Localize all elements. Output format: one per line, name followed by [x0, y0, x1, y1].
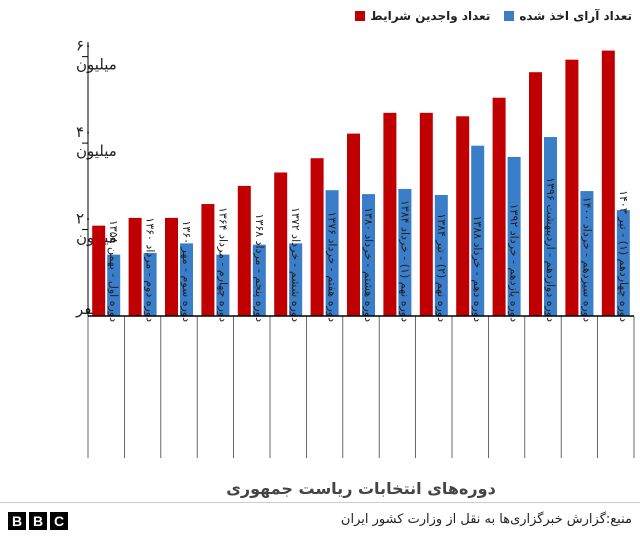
- x-tick-label: دوره اول - بهمن ۱۳۵۸: [107, 220, 120, 322]
- bar-votes: [216, 254, 230, 316]
- footer-divider: [0, 502, 640, 503]
- x-tick-label: دوره یازدهم - خرداد ۱۳۹۲: [508, 204, 521, 322]
- bar-eligible: [565, 59, 579, 317]
- bar-eligible: [237, 185, 251, 316]
- x-tick-label: دوره چهارم - مرداد ۱۳۶۴: [216, 207, 229, 322]
- bar-votes: [616, 210, 630, 316]
- bar-eligible: [347, 133, 360, 316]
- bar-votes: [143, 252, 157, 316]
- bbc-logo-letter: B: [29, 512, 47, 530]
- legend-item-eligible: تعداد واجدین شرایط: [355, 9, 490, 23]
- x-tick-label: دوره دهم - خرداد ۱۳۸۸: [471, 215, 484, 322]
- bar-votes: [434, 194, 448, 316]
- x-tick-label: دوره دوم - مرداد ۱۳۶۰: [144, 217, 157, 322]
- y-tick-label: ۶۰ میلیون: [76, 37, 117, 74]
- bar-eligible: [456, 116, 470, 316]
- bar-votes: [289, 243, 303, 316]
- legend-swatch-votes: [504, 11, 515, 21]
- bar-eligible: [274, 172, 288, 316]
- bar-eligible: [201, 204, 215, 316]
- x-tick-label: دوره هفتم - خرداد ۱۳۷۶: [326, 211, 339, 322]
- source-note: منبع:گزارش خبرگزاری‌ها به نقل از وزارت ک…: [340, 512, 632, 527]
- x-tick-label: دوره نهم (۲) - تیر ۱۳۸۴: [435, 213, 448, 322]
- bar-eligible: [128, 217, 142, 316]
- bar-votes: [325, 190, 339, 316]
- bar-chart: صفر۲۰میلیون۴۰میلیون۶۰میلیوندوره اول - به…: [75, 37, 635, 498]
- bar-votes: [544, 137, 557, 316]
- y-tick-label: ۴۰ میلیون: [76, 123, 117, 160]
- x-tick-label: دوره دوازدهم - اردیبهشت ۱۳۹۶: [544, 177, 557, 322]
- bar-votes: [580, 191, 594, 316]
- bar-eligible: [383, 112, 397, 316]
- bar-eligible: [492, 97, 506, 316]
- bar-eligible: [529, 72, 542, 316]
- bar-votes: [362, 194, 375, 316]
- bbc-logo-letter: B: [8, 512, 26, 530]
- bar-votes: [107, 254, 121, 316]
- x-tick-label: دوره پنجم - مرداد ۱۳۶۸: [253, 214, 266, 323]
- bar-eligible: [419, 112, 433, 316]
- x-tick-label: دوره نهم (۱) - خرداد ۱۳۸۴: [398, 200, 411, 322]
- bar-votes: [180, 243, 193, 316]
- x-tick-label: دوره سوم - مهر ۱۳۶۰: [180, 220, 193, 322]
- bbc-logo-letter: C: [50, 512, 68, 530]
- bar-eligible: [92, 225, 106, 316]
- legend-label-votes: تعداد آرای اخذ شده: [519, 9, 632, 23]
- bar-votes: [252, 244, 266, 316]
- x-tick-label: دوره ششم - خرداد ۱۳۷۲: [289, 207, 302, 322]
- bar-votes: [471, 145, 485, 316]
- bar-eligible: [165, 217, 178, 316]
- legend-item-votes: تعداد آرای اخذ شده: [504, 9, 632, 23]
- bbc-logo: B B C: [8, 512, 68, 530]
- x-tick-label: دوره چهاردهم (۱) - تیر ۱۴۰۳: [617, 190, 630, 322]
- legend-label-eligible: تعداد واجدین شرایط: [370, 9, 491, 23]
- x-axis-title: دوره‌های انتخابات ریاست جمهوری: [226, 479, 496, 498]
- bar-votes: [507, 156, 521, 316]
- bar-eligible: [310, 158, 324, 316]
- bar-votes: [398, 188, 412, 316]
- legend-swatch-eligible: [355, 11, 366, 21]
- bar-eligible: [601, 50, 615, 317]
- x-tick-label: دوره سیزدهم - خرداد ۱۴۰۰: [580, 197, 593, 322]
- x-tick-label: دوره هشتم - خرداد ۱۳۸۰: [362, 207, 375, 322]
- chart-legend: تعداد واجدین شرایط تعداد آرای اخذ شده: [355, 6, 632, 26]
